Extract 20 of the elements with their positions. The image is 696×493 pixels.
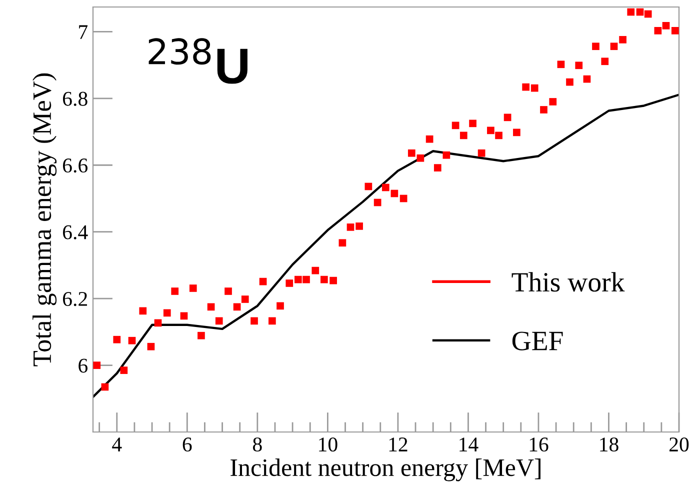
y-tick-label: 6.6 — [62, 158, 88, 173]
y-tick-label: 6.8 — [62, 92, 88, 106]
x-tick-label: 16 — [530, 438, 548, 452]
y-axis-title: Total gamma energy (MeV) — [32, 73, 57, 366]
annotation: $^{238}$U — [148, 38, 248, 84]
x-tick-label: 20 — [670, 437, 689, 452]
y-tick-label: 6.2 — [62, 292, 87, 306]
x-tick-label: 8 — [253, 437, 262, 452]
x-tick-label: 4 — [112, 438, 122, 452]
legend-label: This work — [512, 272, 625, 292]
x-tick-label: 18 — [600, 437, 618, 452]
y-tick-label: 6.4 — [62, 225, 88, 240]
x-tick-label: 10 — [319, 437, 338, 452]
x-tick-label: 14 — [460, 438, 478, 452]
x-tick-label: 6 — [182, 438, 192, 452]
y-tick-label: 6 — [78, 358, 88, 373]
y-tick-label: 7 — [79, 25, 88, 39]
x-axis-title: Incident neutron energy [MeV] — [230, 458, 540, 482]
legend-label: GEF — [512, 332, 563, 350]
x-tick-label: 12 — [389, 438, 408, 452]
